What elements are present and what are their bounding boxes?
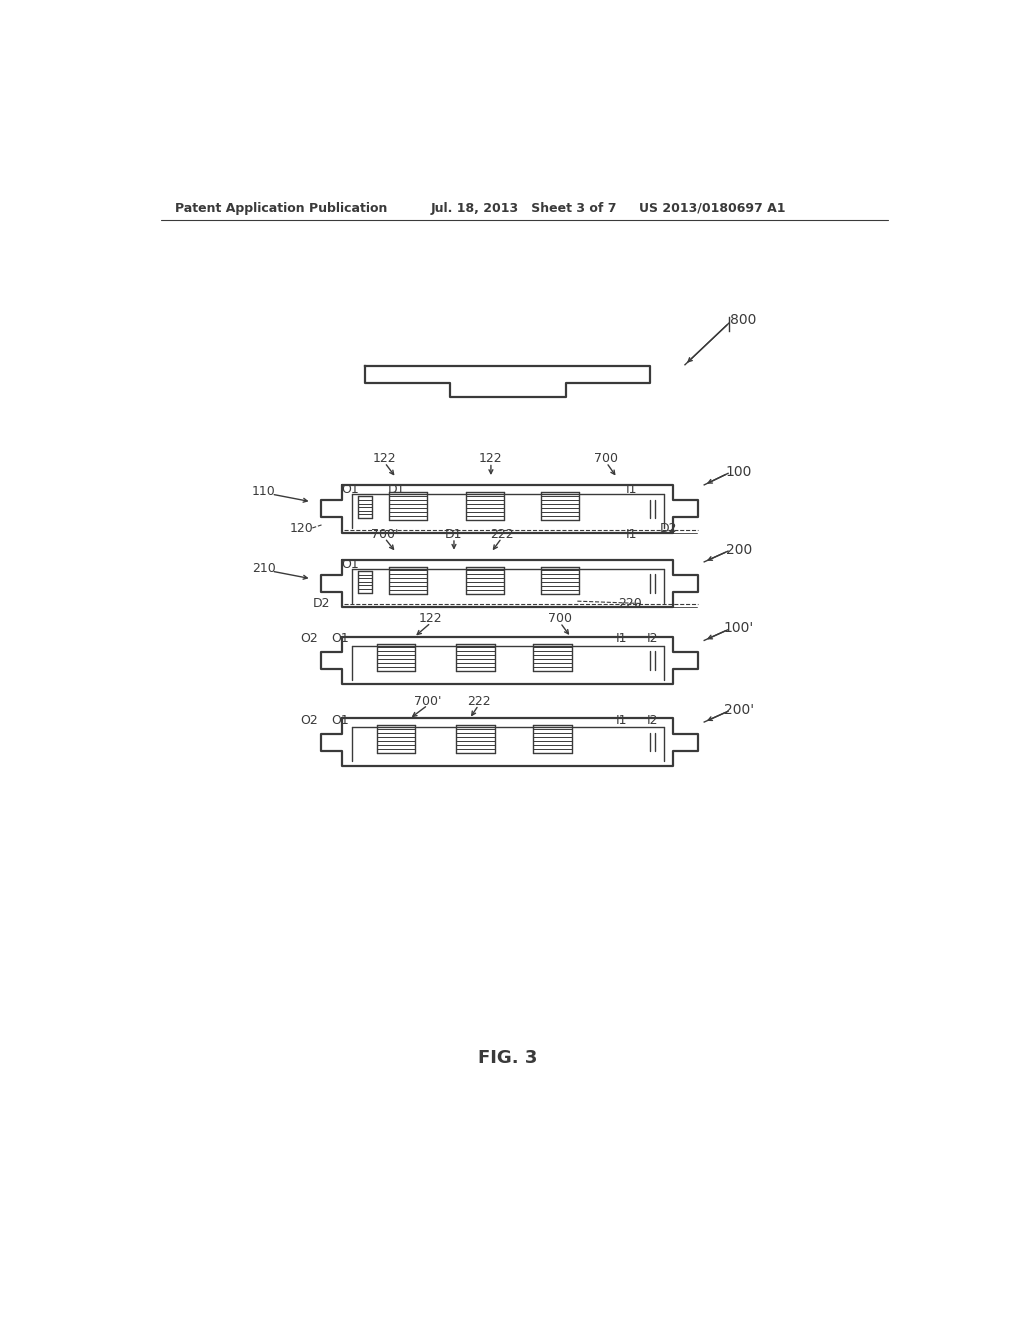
Text: 100: 100	[726, 465, 752, 479]
Text: 110: 110	[252, 484, 275, 498]
Text: O2: O2	[300, 632, 318, 645]
Text: 200': 200'	[724, 702, 754, 717]
Text: I1: I1	[626, 528, 637, 541]
Text: Patent Application Publication: Patent Application Publication	[175, 202, 388, 215]
Text: 122: 122	[373, 453, 396, 465]
Text: 800: 800	[729, 313, 756, 327]
Text: O1: O1	[341, 557, 358, 570]
Text: 700': 700'	[371, 528, 398, 541]
Text: US 2013/0180697 A1: US 2013/0180697 A1	[639, 202, 785, 215]
Text: O1: O1	[341, 483, 358, 496]
Text: 210: 210	[252, 561, 275, 574]
Text: O1: O1	[331, 714, 349, 727]
Text: I1: I1	[616, 632, 628, 645]
Text: D1: D1	[387, 483, 404, 496]
Text: 220: 220	[617, 597, 641, 610]
Text: 222: 222	[467, 694, 490, 708]
Text: 122: 122	[419, 612, 442, 626]
Text: FIG. 3: FIG. 3	[478, 1049, 538, 1067]
Text: I1: I1	[616, 714, 628, 727]
Text: 100': 100'	[724, 622, 754, 635]
Text: I2: I2	[647, 714, 658, 727]
Text: I1: I1	[626, 483, 637, 496]
Text: 222: 222	[489, 528, 513, 541]
Text: D2: D2	[312, 597, 331, 610]
Text: 700: 700	[594, 453, 618, 465]
Text: 700': 700'	[414, 694, 441, 708]
Text: Jul. 18, 2013   Sheet 3 of 7: Jul. 18, 2013 Sheet 3 of 7	[431, 202, 617, 215]
Text: O1: O1	[331, 632, 349, 645]
Text: 120: 120	[290, 521, 313, 535]
Text: 122: 122	[479, 453, 503, 465]
Text: 700: 700	[548, 612, 572, 626]
Text: 200: 200	[726, 543, 752, 557]
Text: I2: I2	[647, 632, 658, 645]
Text: D1: D1	[445, 528, 463, 541]
Text: O2: O2	[300, 714, 318, 727]
Text: D2: D2	[659, 521, 677, 535]
